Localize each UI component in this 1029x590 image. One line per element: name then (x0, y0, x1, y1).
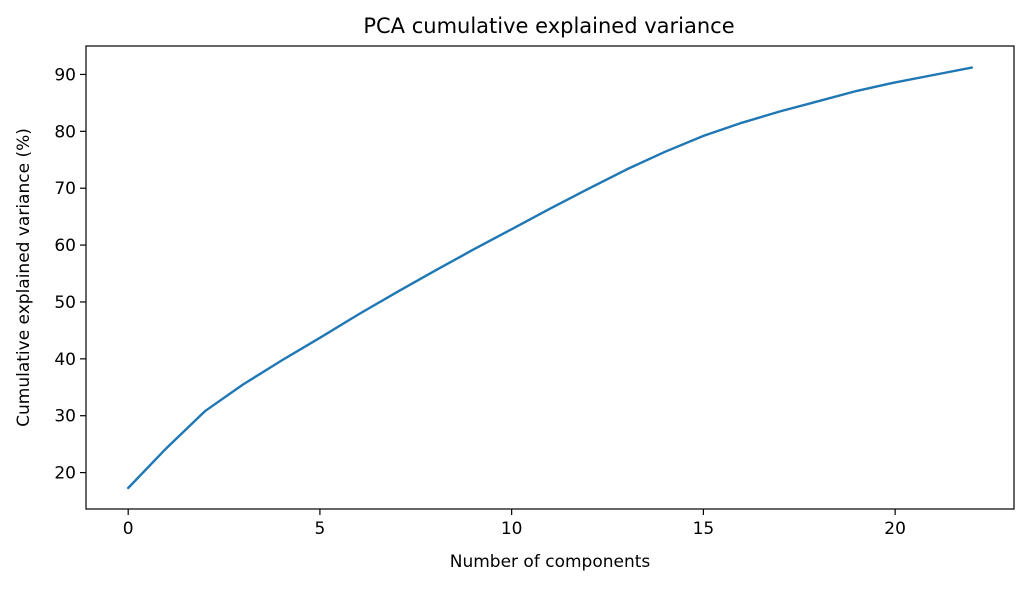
y-tick-label: 20 (54, 464, 76, 484)
y-axis-ticks: 20 30 40 50 60 70 80 90 (54, 65, 86, 484)
x-axis-label: Number of components (450, 552, 651, 572)
y-tick-label: 60 (54, 236, 76, 256)
x-axis-ticks: 0 5 10 15 20 (123, 509, 906, 539)
y-tick-label: 50 (54, 293, 76, 313)
chart-title: PCA cumulative explained variance (363, 14, 734, 38)
y-tick-label: 70 (54, 179, 76, 199)
plot-area (126, 66, 973, 490)
axes-frame (85, 45, 1015, 510)
x-tick-label: 5 (315, 519, 326, 539)
y-tick-label: 40 (54, 350, 76, 370)
x-tick-label: 10 (501, 519, 523, 539)
y-axis-label: Cumulative explained variance (%) (14, 128, 34, 427)
y-tick-label: 80 (54, 122, 76, 142)
x-tick-label: 0 (123, 519, 134, 539)
x-tick-label: 15 (693, 519, 715, 539)
x-tick-label: 20 (884, 519, 906, 539)
series-line (126, 66, 973, 490)
y-tick-label: 30 (54, 407, 76, 427)
y-tick-label: 90 (54, 65, 76, 85)
